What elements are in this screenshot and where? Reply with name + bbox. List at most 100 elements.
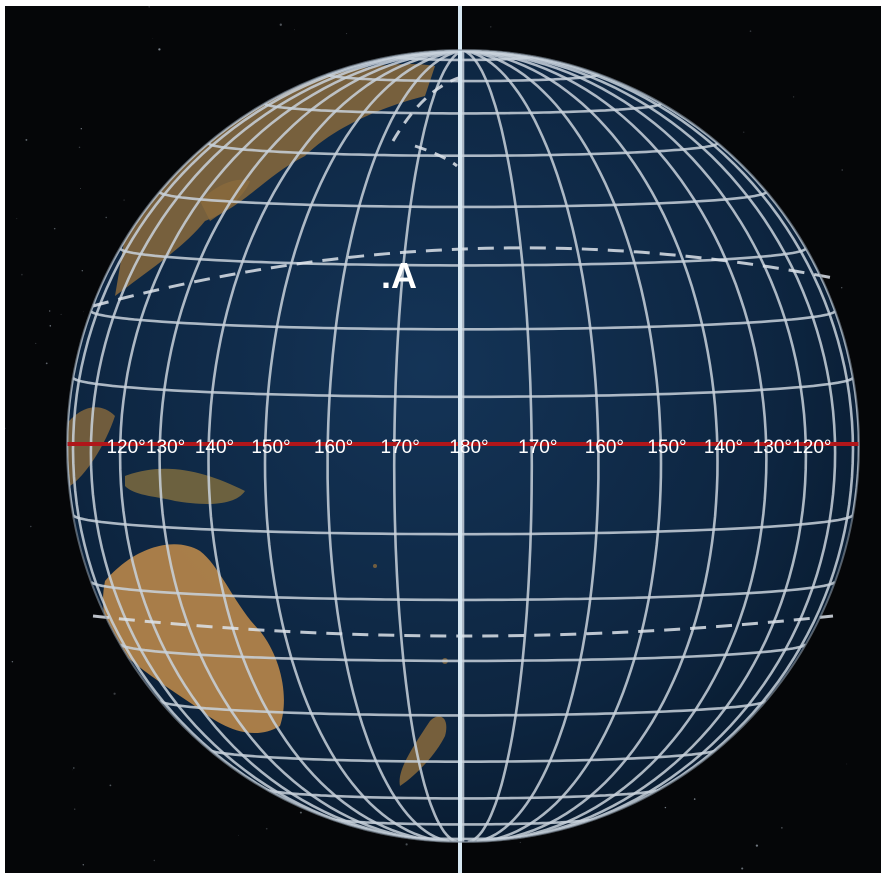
star	[664, 806, 667, 809]
star	[158, 48, 161, 51]
longitude-label: 120°	[792, 437, 831, 458]
meridian-line	[118, 50, 464, 842]
star	[741, 867, 744, 870]
star	[841, 287, 843, 289]
star	[405, 843, 408, 846]
star	[49, 310, 51, 312]
meridian-line	[462, 50, 719, 842]
longitude-label: 150°	[251, 437, 290, 458]
meridian-line	[462, 50, 534, 842]
star	[82, 864, 85, 866]
parallel-line	[326, 72, 600, 83]
longitude-label: 170°	[518, 437, 557, 458]
point-a-label: .A	[381, 255, 417, 296]
meridian-line	[462, 50, 808, 842]
star	[49, 325, 52, 327]
star	[153, 859, 155, 862]
island	[373, 564, 377, 568]
star	[265, 827, 268, 830]
longitude-label: 160°	[314, 437, 353, 458]
starfield	[5, 6, 848, 870]
star	[148, 6, 151, 8]
star	[35, 342, 37, 344]
star	[72, 767, 75, 769]
star	[113, 692, 116, 695]
parallel-line	[264, 788, 662, 800]
longitude-label: 140°	[195, 437, 234, 458]
star	[78, 146, 81, 149]
landmass-new-zealand	[399, 716, 447, 786]
meridian-line	[462, 50, 855, 832]
meridian-line	[263, 50, 464, 842]
longitude-label: 170°	[381, 437, 420, 458]
star	[81, 270, 83, 272]
meridian-line	[462, 50, 663, 842]
star	[45, 362, 48, 365]
star	[21, 273, 23, 276]
parallel-line	[263, 101, 663, 115]
parallel-line	[118, 247, 808, 267]
parallel-line	[71, 514, 855, 536]
longitude-label: 130°	[146, 437, 185, 458]
star	[279, 23, 282, 26]
star	[152, 38, 154, 39]
parallel-line	[158, 699, 768, 717]
parallel-line	[207, 141, 719, 157]
star	[53, 227, 56, 230]
parallel-line	[158, 190, 768, 209]
parallel-line	[119, 643, 807, 663]
meridian-line	[462, 50, 837, 840]
longitude-label: 150°	[647, 437, 686, 458]
tropic-of-cancer	[92, 246, 834, 308]
star	[74, 808, 76, 810]
longitude-label: 180°	[449, 437, 488, 458]
parallel-line	[71, 376, 855, 399]
star	[105, 216, 107, 219]
star	[294, 29, 295, 31]
longitude-label: 120°	[106, 437, 145, 458]
meridian-line	[326, 50, 464, 842]
star	[30, 525, 32, 528]
star	[80, 128, 82, 130]
equator-longitude-labels: 120° 130° 140° 150° 160° 170° 180° 170° 160° 150°…	[106, 437, 831, 458]
longitude-label: 130°	[753, 437, 792, 458]
star	[238, 834, 239, 836]
landmass-asia	[115, 64, 435, 296]
parallel-line	[90, 580, 836, 602]
star	[490, 26, 492, 28]
longitude-label: 160°	[585, 437, 624, 458]
star	[60, 313, 62, 315]
star	[781, 827, 783, 829]
star	[109, 784, 112, 787]
parallel-line	[208, 748, 718, 763]
star	[16, 218, 18, 220]
star	[792, 96, 795, 98]
longitude-label: 140°	[704, 437, 743, 458]
landmass-new-guinea	[125, 468, 245, 504]
star	[79, 188, 81, 189]
tropic-of-capricorn	[92, 614, 834, 638]
star	[519, 841, 521, 843]
star	[841, 169, 843, 171]
star	[123, 199, 125, 201]
globe-rim	[66, 49, 860, 843]
meridian-line	[207, 50, 464, 842]
meridian-line	[392, 50, 464, 842]
star	[25, 138, 28, 141]
globe-viewport: 120° 130° 140° 150° 160° 170° 180° 170° 160° 150°…	[5, 6, 881, 873]
meridian-line	[71, 50, 464, 832]
meridian-line	[462, 50, 600, 842]
star	[72, 769, 73, 771]
star	[749, 30, 752, 32]
globe-map: 120° 130° 140° 150° 160° 170° 180° 170° 160° 150°…	[5, 6, 860, 873]
parallel-line	[392, 54, 534, 62]
dateline-arc-lower	[414, 144, 458, 168]
star	[693, 798, 696, 800]
star	[755, 844, 759, 847]
star	[82, 311, 84, 313]
star	[346, 33, 348, 35]
star	[5, 427, 6, 430]
parallel-line	[89, 310, 837, 331]
dateline-arc	[391, 74, 466, 142]
parallel-line	[328, 817, 598, 826]
